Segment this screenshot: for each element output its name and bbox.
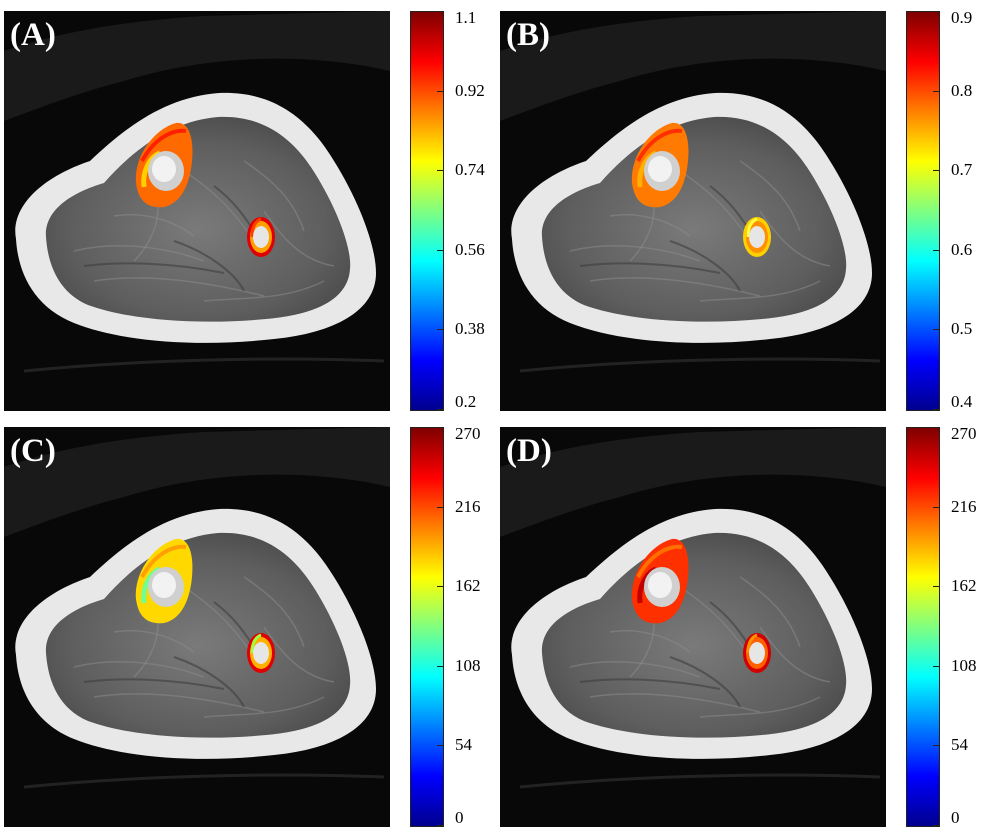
panel-label: (A) (10, 17, 56, 53)
colorbar-tick-mark (437, 91, 443, 92)
colorbar-tick-label: 0 (455, 808, 464, 827)
colorbar-tick-mark (933, 507, 939, 508)
colorbar-tick-label: 0.74 (455, 160, 485, 179)
colorbar-tick-mark (437, 586, 443, 587)
panel-label: (C) (10, 433, 56, 469)
colorbar-tick-label: 0.4 (951, 392, 973, 411)
colorbar-tick-mark (437, 250, 443, 251)
mri-slice-image (4, 11, 390, 411)
colorbar-tick-label: 0.56 (455, 240, 485, 259)
panel-label: (D) (506, 433, 552, 469)
colorbar-tick-label: 0.5 (951, 319, 973, 338)
colorbar-tick-label: 54 (951, 735, 968, 754)
colorbar-tick-label: 216 (455, 497, 481, 516)
colorbar-tick-label: 162 (951, 576, 977, 595)
colorbar-tick-label: 0.7 (951, 160, 973, 179)
colorbar-tick-mark (437, 507, 443, 508)
colorbar-tick-mark (933, 11, 939, 12)
colorbar-tick-mark (933, 427, 939, 428)
colorbar-tick-label: 0.8 (951, 81, 973, 100)
colorbar-tick-label: 54 (455, 735, 472, 754)
colorbar-tick-label: 270 (951, 424, 977, 443)
colorbar-tick-mark (437, 427, 443, 428)
colorbar-tick-mark (437, 666, 443, 667)
overlay-small-bone (247, 633, 275, 673)
colorbar-tick-label: 0.9 (951, 8, 973, 27)
colorbar-tick-mark (437, 329, 443, 330)
overlay-large-bone (135, 122, 193, 208)
colorbar-tick-mark (933, 666, 939, 667)
overlay-small-bone (743, 633, 771, 673)
colorbar-tick-label: 270 (455, 424, 481, 443)
colorbar-tick-mark (933, 409, 939, 410)
colorbar-tick-mark (933, 250, 939, 251)
colorbar-tick-mark (437, 11, 443, 12)
panel-a: (A) 1.1 0.92 0.74 0.56 0.38 0.2 (4, 8, 494, 411)
overlay-small-bone (743, 217, 771, 257)
colorbar-tick-mark (933, 91, 939, 92)
overlay-large-bone (631, 122, 689, 208)
colorbar-tick-label: 108 (951, 656, 977, 675)
colorbar-tick-mark (437, 170, 443, 171)
colorbar (410, 11, 444, 411)
colorbar-tick-label: 1.1 (455, 8, 477, 27)
colorbar-tick-mark (933, 329, 939, 330)
panel-label: (B) (506, 17, 550, 53)
colorbar-tick-label: 216 (951, 497, 977, 516)
colorbar-tick-mark (933, 825, 939, 826)
panel-c: (C) 270 216 162 108 54 0 (4, 424, 494, 827)
overlay-small-bone (247, 217, 275, 257)
colorbar-tick-label: 0 (951, 808, 960, 827)
panel-b: (B) 0.9 0.8 0.7 0.6 0.5 0.4 (500, 8, 990, 411)
colorbar-tick-label: 108 (455, 656, 481, 675)
colorbar-tick-label: 162 (455, 576, 481, 595)
mri-slice-image (500, 11, 886, 411)
mri-slice-image (4, 427, 390, 827)
mri-slice-image (500, 427, 886, 827)
colorbar (906, 11, 940, 411)
colorbar-tick-label: 0.2 (455, 392, 477, 411)
colorbar-tick-label: 0.38 (455, 319, 485, 338)
colorbar-tick-mark (437, 745, 443, 746)
colorbar-tick-mark (437, 409, 443, 410)
colorbar (906, 427, 940, 827)
colorbar-tick-mark (933, 586, 939, 587)
overlay-large-bone (135, 538, 193, 624)
colorbar-tick-mark (437, 825, 443, 826)
overlay-large-bone (631, 538, 689, 624)
colorbar-tick-label: 0.6 (951, 240, 973, 259)
colorbar-tick-mark (933, 745, 939, 746)
panel-d: (D) 270 216 162 108 54 0 (500, 424, 990, 827)
colorbar (410, 427, 444, 827)
colorbar-tick-label: 0.92 (455, 81, 485, 100)
colorbar-tick-mark (933, 170, 939, 171)
